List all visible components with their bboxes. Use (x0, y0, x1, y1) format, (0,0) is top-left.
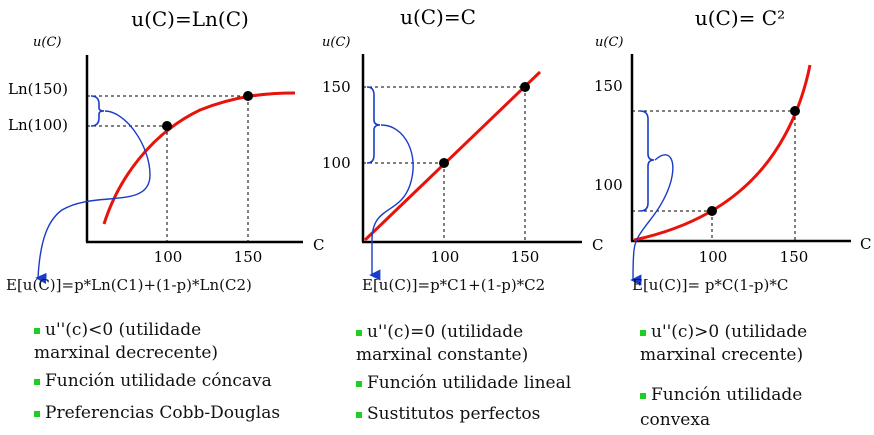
brace (90, 95, 105, 127)
expected-utility-formula: E[u(C)]=p*C1+(1-p)*C2 (362, 276, 546, 294)
bullet-marker (356, 412, 362, 418)
bullet-item: Función utilidade cóncava (34, 371, 272, 391)
bullet-marker (640, 393, 646, 399)
bullet-marker (34, 379, 40, 385)
y-tick-label: Ln(100) (8, 116, 68, 134)
bullet-continuation: marxinal constante) (356, 345, 529, 365)
y-tick-label: 150 (594, 77, 623, 95)
panel-title: u(C)= C² (695, 6, 785, 30)
x-tick-label: 150 (234, 248, 263, 266)
utility-line (363, 70, 542, 242)
bullet-item: Sustitutos perfectos (356, 404, 540, 424)
expected-utility-formula: E[u(C)]= p*C(1-p)*C (632, 276, 789, 294)
utility-curve (633, 64, 812, 242)
y-axis-label: u(C) (322, 35, 350, 50)
panel-title: u(C)=Ln(C) (131, 7, 249, 31)
x-tick-label: 100 (431, 248, 460, 266)
point-high (520, 82, 530, 92)
y-tick-label: 100 (594, 176, 623, 194)
bullet-item: Función utilidade (640, 385, 802, 405)
bullet-marker (640, 330, 646, 336)
point-low (162, 121, 172, 131)
x-axis-label: C (313, 236, 324, 254)
y-tick-label: 100 (322, 154, 351, 172)
arrow-connector (369, 124, 414, 281)
x-tick-label: 150 (511, 248, 540, 266)
bullet-marker (34, 411, 40, 417)
bullet-item: Preferencias Cobb-Douglas (34, 403, 280, 423)
bullet-continuation: convexa (640, 410, 711, 430)
bullet-item: u''(c)>0 (utilidade (640, 322, 807, 342)
panel-log: u(C)=Ln(C) u(C) C 100 150 Ln(150) Ln(100… (8, 7, 324, 285)
x-axis-label: C (860, 235, 871, 253)
y-tick-label: 150 (322, 78, 351, 96)
point-low (707, 206, 717, 216)
x-tick-label: 150 (780, 248, 809, 266)
utility-curve (102, 91, 296, 225)
x-tick-label: 100 (154, 248, 183, 266)
panel-square: u(C)= C² u(C) C 100 150 150 100 (594, 6, 871, 286)
y-tick-label: Ln(150) (8, 80, 68, 98)
brace (366, 86, 381, 164)
expected-utility-formula: E[u(C)]=p*Ln(C1)+(1-p)*Ln(C2) (6, 276, 252, 294)
point-low (439, 158, 449, 168)
x-tick-label: 100 (699, 248, 728, 266)
y-axis-label: u(C) (33, 35, 61, 50)
arrow-connector (35, 110, 151, 285)
bullet-marker (356, 381, 362, 387)
bullet-continuation: marxinal decrecente) (34, 343, 219, 363)
bullet-item: Función utilidade lineal (356, 373, 571, 393)
bullet-item: u''(c)=0 (utilidade (356, 322, 523, 342)
bullet-continuation: marxinal crecente) (640, 345, 804, 365)
arrow-connector (630, 154, 674, 286)
bullet-item: u''(c)<0 (utilidade (34, 320, 201, 340)
y-axis-label: u(C) (595, 35, 623, 50)
point-high (790, 106, 800, 116)
brace (639, 110, 655, 212)
x-axis-label: C (592, 236, 603, 254)
bullet-marker (356, 330, 362, 336)
point-high (243, 91, 253, 101)
panel-linear: u(C)=C u(C) C 100 150 150 100 (322, 5, 603, 281)
panel-title: u(C)=C (400, 5, 476, 29)
bullet-marker (34, 328, 40, 334)
